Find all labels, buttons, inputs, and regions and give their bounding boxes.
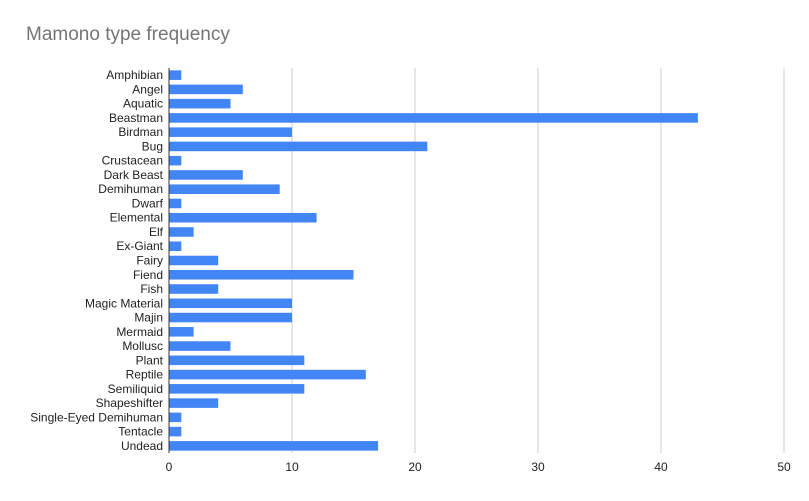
category-label: Magic Material (85, 296, 163, 310)
bar (169, 227, 194, 237)
category-label: Reptile (126, 368, 164, 382)
bars (169, 70, 698, 451)
bar (169, 341, 231, 351)
category-label: Fairy (136, 254, 163, 268)
category-label: Elemental (110, 211, 163, 225)
x-tick-label: 0 (166, 460, 173, 474)
category-label: Dwarf (132, 196, 164, 210)
bar (169, 84, 243, 95)
bar (169, 441, 379, 451)
category-label: Amphibian (106, 68, 163, 82)
bar (169, 155, 182, 166)
x-tick-label: 30 (531, 460, 545, 474)
labels: 0 10 20 30 40 50 AmphibianAngelAquaticBeastman… (30, 68, 791, 474)
category-label: Dark Beast (104, 168, 164, 182)
bar (169, 255, 219, 266)
category-label: Mollusc (122, 339, 163, 353)
category-label: Tentacle (118, 425, 163, 439)
bar (169, 184, 280, 194)
category-label: Demihuman (98, 182, 163, 196)
bar (169, 170, 243, 180)
category-label: Undead (121, 439, 163, 453)
x-tick-label: 10 (285, 460, 299, 474)
category-label: Single-Eyed Demihuman (30, 410, 163, 424)
category-label: Majin (134, 311, 163, 325)
bar (169, 98, 231, 109)
bar (169, 312, 292, 323)
bar (169, 369, 366, 380)
bar (169, 70, 182, 80)
bar (169, 384, 305, 394)
bar (169, 298, 292, 309)
category-label: Fiend (133, 268, 163, 282)
bar (169, 113, 698, 123)
bar (169, 355, 305, 366)
bar (169, 398, 219, 408)
x-tick-label: 20 (408, 460, 422, 474)
bar (169, 141, 428, 152)
bar (169, 412, 182, 423)
category-label: Semiliquid (108, 382, 163, 396)
bar (169, 327, 194, 337)
bar (169, 198, 182, 209)
category-label: Beastman (109, 111, 163, 125)
category-label: Mermaid (116, 325, 163, 339)
bar (169, 212, 317, 223)
bar (169, 284, 219, 294)
chart-title: Mamono type frequency (26, 24, 230, 45)
category-label: Fish (140, 282, 163, 296)
category-label: Bug (142, 139, 163, 153)
category-label: Aquatic (123, 97, 163, 111)
bar (169, 241, 182, 252)
category-label: Elf (149, 225, 164, 239)
x-tick-label: 50 (777, 460, 791, 474)
bar (169, 269, 354, 280)
category-label: Shapeshifter (96, 396, 163, 410)
bar (169, 127, 292, 137)
category-label: Plant (136, 353, 164, 367)
category-label: Ex-Giant (116, 239, 163, 253)
category-label: Angel (132, 82, 163, 96)
category-label: Crustacean (102, 154, 163, 168)
gridlines (291, 68, 785, 453)
category-label: Birdman (118, 125, 163, 139)
x-tick-label: 40 (654, 460, 668, 474)
bar (169, 426, 182, 437)
